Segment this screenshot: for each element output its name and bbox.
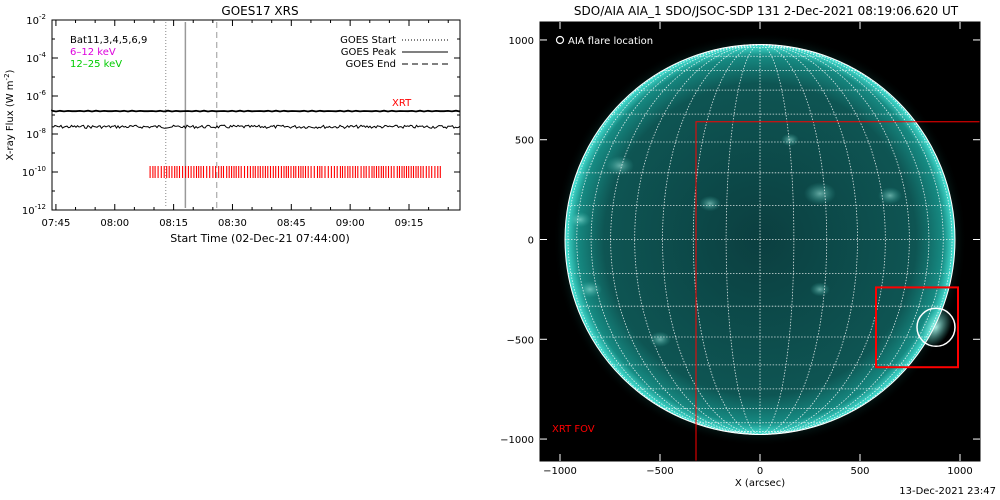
aia-grid-longitude [759, 44, 944, 435]
goes-y-tick-base: 10 [26, 54, 39, 65]
aia-flare-location-circle [916, 307, 956, 348]
aia-grid-longitude [759, 44, 910, 435]
goes-legend-high-energy: 12–25 keV [70, 59, 122, 70]
goes-y-tick-exp: -8 [39, 127, 46, 135]
goes-y-tick-exp: -6 [39, 89, 47, 97]
goes-y-tick-label: 10-6 [26, 89, 46, 103]
goes-y-tick-base: 10 [22, 206, 35, 217]
goes-y-tick-label: 10-10 [22, 165, 46, 179]
aia-grid-longitude [590, 44, 761, 435]
aia-grid-longitude [634, 44, 761, 435]
goes-y-tick-exp: -12 [35, 203, 46, 211]
aia-x-tick-label: −500 [646, 466, 673, 477]
aia-xlabel: X (arcsec) [735, 478, 785, 489]
aia-grid-longitude [567, 44, 761, 435]
aia-active-region [878, 187, 902, 205]
goes-x-tick-label: 08:45 [277, 218, 306, 229]
aia-grid-longitude [759, 44, 828, 435]
aia-y-tick-label: 0 [528, 236, 534, 247]
aia-active-region [810, 282, 830, 297]
aia-active-region [649, 331, 671, 347]
goes-y-tick-label: 10-8 [26, 127, 46, 141]
goes-y-tick-exp: -10 [35, 165, 46, 173]
goes-y-tick-label: 10-12 [22, 203, 46, 217]
aia-active-region [699, 195, 721, 212]
aia-y-tick-label: −1000 [500, 435, 534, 446]
goes-y-tick-label: 10-4 [26, 51, 46, 65]
goes-legend-detectors: Bat11,3,4,5,6,9 [70, 35, 147, 46]
aia-grid-longitude [759, 44, 930, 435]
aia-x-axis: −1000 −500 0 500 1000 [543, 22, 973, 477]
goes-series-upper [51, 109, 461, 113]
aia-y-axis: 1000 500 0 −500 −1000 [500, 36, 980, 446]
aia-x-tick-label: 1000 [947, 466, 972, 477]
goes-y-tick-base: 10 [26, 92, 39, 103]
aia-active-region [606, 155, 634, 176]
aia-active-region [569, 211, 591, 228]
aia-grid-longitude [692, 44, 761, 435]
goes-y-tick-label: 10-2 [26, 13, 46, 27]
goes-ylabel-main: X-ray Flux (W m [5, 80, 16, 160]
goes-x-tick-label: 07:45 [42, 218, 71, 229]
footer-timestamp: 13-Dec-2021 23:47 [899, 486, 996, 497]
goes-x-axis: 07:45 08:00 08:15 08:30 08:45 09:00 09:15 [42, 20, 449, 229]
goes-ylabel: X-ray Flux (W m-2) [3, 69, 16, 160]
goes-x-tick-label: 08:15 [159, 218, 188, 229]
aia-y-tick-label: −500 [507, 335, 534, 346]
goes-y-tick-exp: -2 [39, 13, 46, 21]
goes-x-tick-label: 09:15 [395, 218, 424, 229]
aia-heliographic-grid [564, 44, 956, 436]
aia-title: SDO/AIA AIA_1 SDO/JSOC-SDP 131 2-Dec-202… [574, 4, 959, 18]
aia-grid-longitude [610, 44, 761, 435]
goes-legend-peak-label: GOES Peak [341, 47, 396, 58]
aia-grid-longitude [759, 44, 858, 435]
goes-legend-low-energy: 6–12 keV [70, 47, 116, 58]
aia-xrt-zoom-box [875, 286, 959, 369]
aia-grid-longitude [662, 44, 761, 435]
aia-x-tick-label: 500 [850, 466, 869, 477]
aia-grid-longitude [576, 44, 761, 435]
aia-xrt-fov-label: XRT FOV [552, 424, 595, 435]
goes-y-tick-base: 10 [26, 130, 39, 141]
aia-y-tick-label: 500 [515, 136, 534, 147]
goes-y-tick-base: 10 [26, 16, 39, 27]
goes-data [51, 22, 461, 208]
goes-xrt-label: XRT [392, 98, 412, 109]
aia-y-tick-label: 1000 [509, 36, 534, 47]
goes-series-lower [51, 124, 461, 130]
goes-y-tick-exp: -4 [39, 51, 47, 59]
aia-flare-brightening [919, 307, 953, 348]
aia-active-region [781, 133, 799, 147]
goes-x-tick-label: 09:00 [336, 218, 365, 229]
aia-limb [564, 44, 956, 436]
goes-legend-end-label: GOES End [346, 59, 396, 70]
goes-y-tick-base: 10 [22, 168, 35, 179]
goes-title: GOES17 XRS [221, 4, 298, 18]
goes-x-tick-label: 08:00 [100, 218, 129, 229]
aia-x-tick-label: 0 [757, 466, 763, 477]
goes-ylabel-close: ) [5, 69, 16, 73]
goes-ylabel-sup: -2 [3, 73, 11, 80]
aia-grid-longitude [759, 44, 953, 435]
goes-legend-start-label: GOES Start [340, 35, 396, 46]
goes-x-tick-label: 08:30 [218, 218, 247, 229]
aia-active-region [804, 182, 836, 205]
goes-plot-frame [51, 19, 461, 211]
aia-legend-circle-icon [555, 35, 565, 45]
aia-grid-longitude [759, 44, 886, 435]
goes-xrt-observations [149, 166, 441, 178]
aia-legend-text: AIA flare location [568, 36, 653, 47]
aia-x-tick-label: −1000 [543, 466, 577, 477]
aia-panel: SDO/AIA AIA_1 SDO/JSOC-SDP 131 2-Dec-202… [500, 4, 981, 489]
goes-xlabel: Start Time (02-Dec-21 07:44:00) [170, 232, 350, 245]
